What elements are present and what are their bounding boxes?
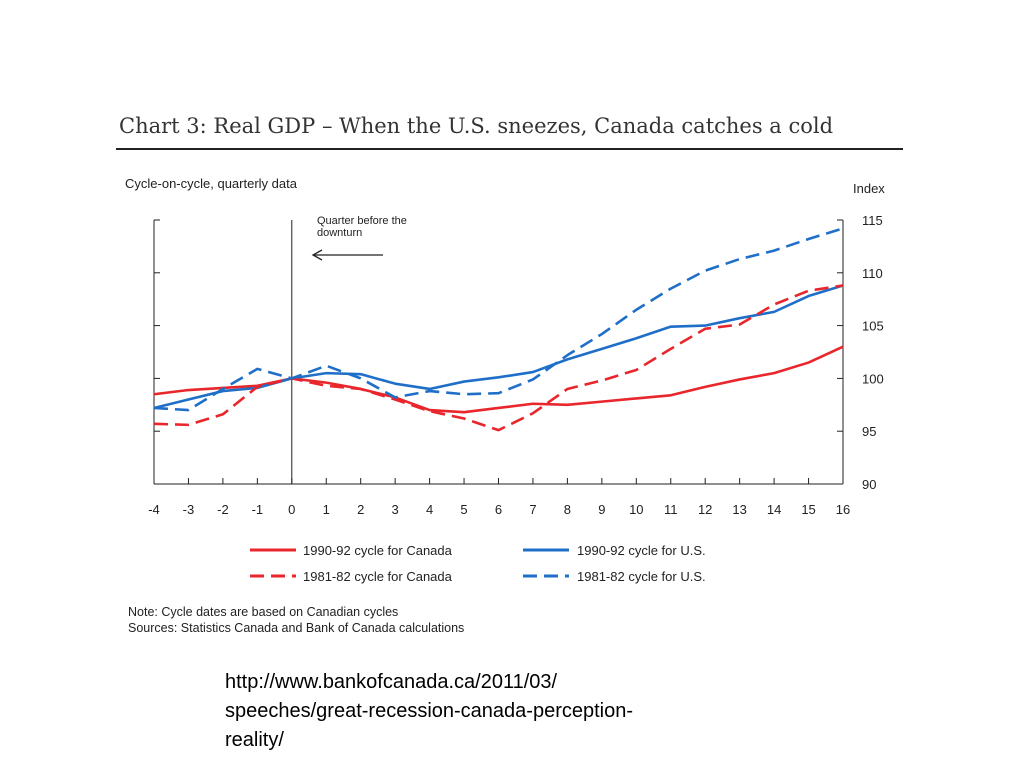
series-line-1 [153,345,844,414]
sources-text: Sources: Statistics Canada and Bank of C… [128,621,465,635]
x-tick-label: 13 [732,502,746,517]
series-layer [153,227,844,432]
y-tick-label: 115 [862,213,883,228]
x-tick-label: 8 [564,502,571,517]
y-tick-label: 90 [862,477,876,492]
legend: 1990-92 cycle for Canada 1990-92 cycle fo… [250,543,706,584]
x-tick-label: 12 [698,502,712,517]
y-tick-label: 105 [862,319,884,334]
x-tick-label: 15 [801,502,815,517]
title-rule [116,148,903,150]
chart-subtitle: Cycle-on-cycle, quarterly data [125,176,297,191]
legend-label-1: 1990-92 cycle for Canada [303,543,453,558]
x-tick-label: 7 [529,502,536,517]
annotation-text: Quarter before the downturn [317,215,407,239]
note-text: Note: Cycle dates are based on Canadian … [128,605,399,619]
legend-label-4: 1981-82 cycle for U.S. [577,569,706,584]
url-line-1[interactable]: http://www.bankofcanada.ca/2011/03/ [225,671,558,693]
annotation-arrow-head [311,249,323,261]
x-tick-label: -2 [217,502,229,517]
x-tick-label: 9 [598,502,605,517]
url-line-2[interactable]: speeches/great-recession-canada-percepti… [225,700,634,722]
annotation-line: downturn [317,227,362,239]
annotation-line: Quarter before the [317,215,407,227]
x-tick-label: 4 [426,502,433,517]
chart-title: Chart 3: Real GDP – When the U.S. sneeze… [119,114,834,138]
x-tick-label: 0 [288,502,295,517]
x-tick-label: 2 [357,502,364,517]
x-tick-label: -3 [183,502,195,517]
x-tick-label: 16 [836,502,850,517]
chart-notes: Note: Cycle dates are based on Canadian … [128,604,464,636]
y-tick-label: 95 [862,424,876,439]
x-tick-label: 14 [767,502,781,517]
y-tick-label: 110 [862,266,883,281]
url-line-3[interactable]: reality/ [225,729,284,751]
y-tick-label: 100 [862,371,884,386]
source-url[interactable]: http://www.bankofcanada.ca/2011/03/ spee… [225,668,725,755]
series-line-2 [153,284,844,410]
x-tick-label: 1 [323,502,330,517]
annotation-layer: Quarter before the downturn [311,215,407,261]
x-tick-label: 3 [392,502,399,517]
x-tick-label: 6 [495,502,502,517]
x-tick-label: -1 [252,502,264,517]
y-axis-label: Index [853,181,885,196]
x-tick-label: 5 [460,502,467,517]
series-line-4 [153,227,844,412]
legend-label-2: 1990-92 cycle for U.S. [577,543,706,558]
x-tick-label: 11 [664,502,678,517]
series-line-3 [153,284,844,432]
x-tick-label: -4 [148,502,160,517]
legend-label-3: 1981-82 cycle for Canada [303,569,453,584]
x-tick-label: 10 [629,502,643,517]
